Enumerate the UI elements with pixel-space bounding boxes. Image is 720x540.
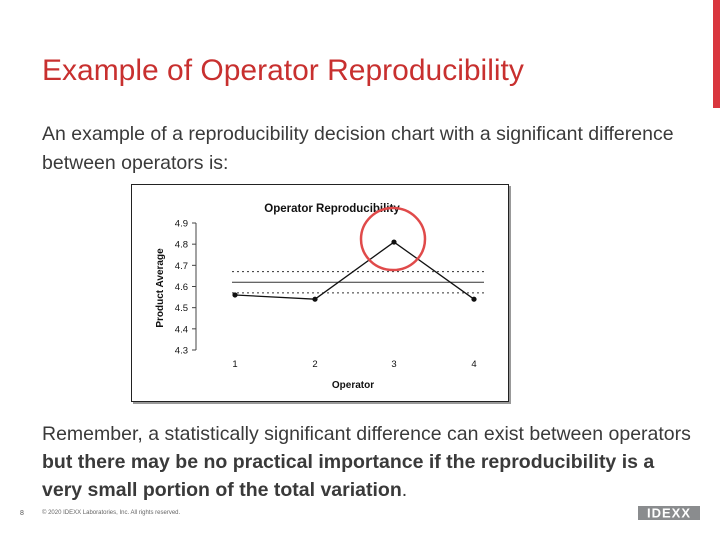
data-point	[471, 296, 477, 302]
y-tick-label: 4.6	[175, 282, 188, 293]
plot-area	[202, 217, 504, 350]
y-tick-label: 4.3	[175, 346, 188, 357]
y-tick-label: 4.4	[175, 324, 188, 335]
x-tick-label: 4	[471, 359, 476, 370]
y-tick-label: 4.9	[175, 219, 188, 230]
series-line	[234, 241, 475, 300]
page-number: 8	[20, 510, 24, 517]
x-tick-label: 2	[312, 359, 317, 370]
remember-bold: but there may be no practical importance…	[42, 451, 655, 501]
data-point	[391, 239, 397, 245]
chart-title: Operator Reproducibility	[264, 203, 400, 215]
y-tick-label: 4.8	[175, 240, 188, 251]
y-tick-label: 4.5	[175, 303, 188, 314]
y-axis-label: Product Average	[155, 248, 166, 328]
copyright: © 2020 IDEXX Laboratories, Inc. All righ…	[42, 510, 181, 516]
svg-text:IDEXX: IDEXX	[647, 506, 691, 520]
highlight-circle	[359, 206, 427, 272]
chart: Operator Reproducibility Product Average…	[131, 184, 509, 402]
data-point	[312, 296, 318, 302]
y-tick-label: 4.7	[175, 261, 188, 272]
remember-text: Remember, a statistically significant di…	[42, 420, 692, 504]
data-point	[232, 292, 238, 298]
x-tick-label: 3	[391, 359, 396, 370]
chart-svg: Operator Reproducibility Product Average…	[155, 203, 504, 391]
idexx-logo: IDEXX	[638, 506, 700, 520]
accent-bar	[713, 0, 720, 108]
remember-end: .	[401, 479, 408, 501]
intro-text: An example of a reproducibility decision…	[42, 123, 674, 174]
x-axis-label: Operator	[332, 380, 374, 391]
x-tick-label: 1	[232, 359, 237, 370]
remember-plain: Remember, a statistically significant di…	[42, 423, 691, 445]
slide-title: Example of Operator Reproducibility	[42, 54, 524, 87]
